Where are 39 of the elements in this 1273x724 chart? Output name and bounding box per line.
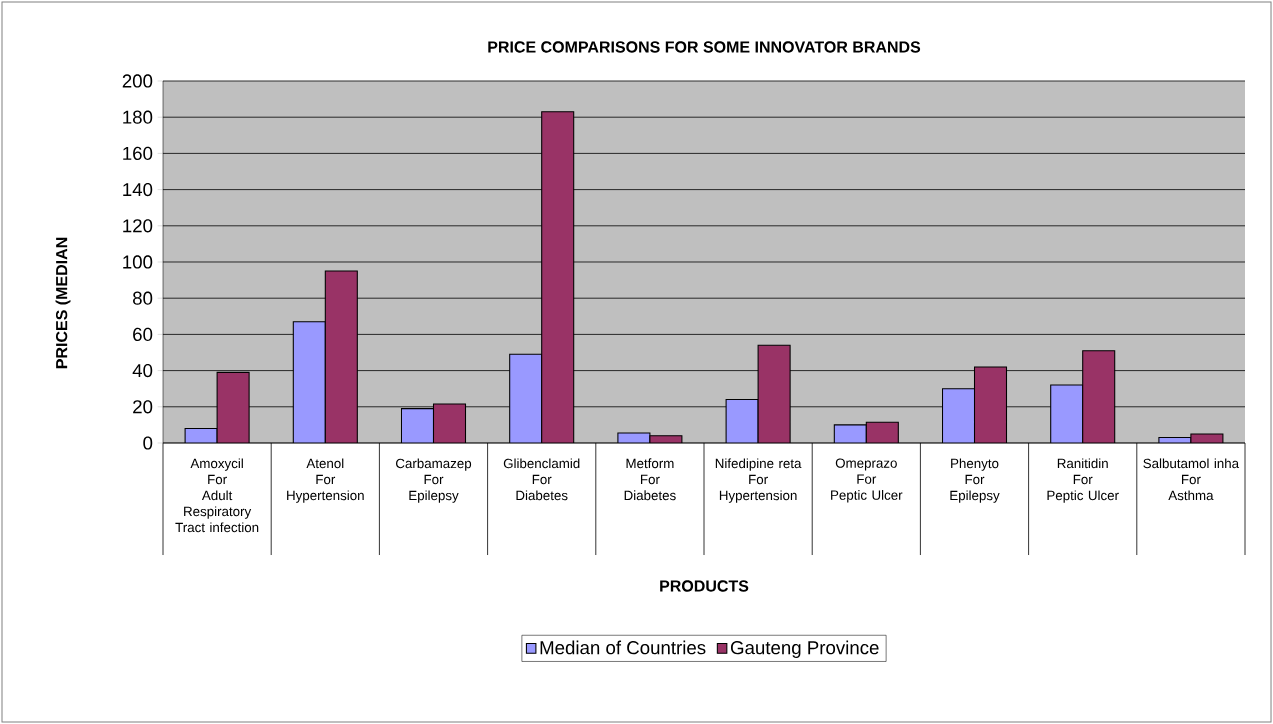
y-tick-label: 180 — [123, 110, 153, 124]
bar — [400, 408, 435, 443]
y-tick-label: 20 — [133, 400, 153, 414]
y-tick-label: 60 — [133, 327, 153, 342]
bar — [324, 270, 358, 443]
legend-label: Median of Countries — [540, 640, 706, 655]
x-tick-label: Atenol For Hypertension — [287, 458, 364, 503]
x-tick-label: Glibenclamid For Diabetes — [503, 458, 580, 501]
y-tick-label: 40 — [132, 363, 153, 378]
x-tick-label: Metform For Diabetes — [624, 458, 676, 501]
y-tick-label: 100 — [123, 255, 153, 269]
y-tick-label: 140 — [123, 182, 153, 197]
y-tick-label: 0 — [143, 436, 153, 450]
x-tick-label: Salbutamol inha For Asthma — [1143, 458, 1240, 501]
x-tick-label: Amoxycil For Adult Respiratory Tract infection — [175, 458, 259, 533]
bar — [757, 344, 791, 443]
bar — [973, 366, 1008, 443]
x-tick-label: Nifedipine reta For Hypertension — [715, 458, 802, 503]
x-tick-label: Phenyto For Epilepsy — [950, 458, 1000, 503]
y-tick-label: 160 — [123, 146, 153, 161]
x-tick-label: Omeprazo For Peptic Ulcer — [831, 458, 903, 503]
chart-title: PRICE COMPARISONS FOR SOME INNOVATOR BRANDS — [488, 41, 921, 53]
x-axis-title: PRODUCTS — [660, 580, 749, 592]
bar — [1050, 384, 1084, 443]
legend-label: Gauteng Province — [730, 640, 879, 658]
y-tick-label: 200 — [122, 74, 153, 88]
bar — [725, 399, 759, 443]
y-tick-label: 120 — [123, 219, 153, 233]
y-tick-label: 80 — [133, 291, 153, 305]
bar — [1082, 350, 1116, 443]
bar — [432, 403, 467, 443]
bar — [509, 353, 543, 443]
x-tick-label: Carbamazep For Epilepsy — [396, 458, 472, 503]
x-tick-label: Ranitidin For Peptic Ulcer — [1047, 458, 1119, 503]
bar — [292, 321, 326, 443]
bar — [941, 388, 976, 443]
bar — [216, 371, 250, 443]
y-axis-title: PRICES (MEDIAN — [55, 237, 71, 369]
bar — [541, 111, 575, 443]
